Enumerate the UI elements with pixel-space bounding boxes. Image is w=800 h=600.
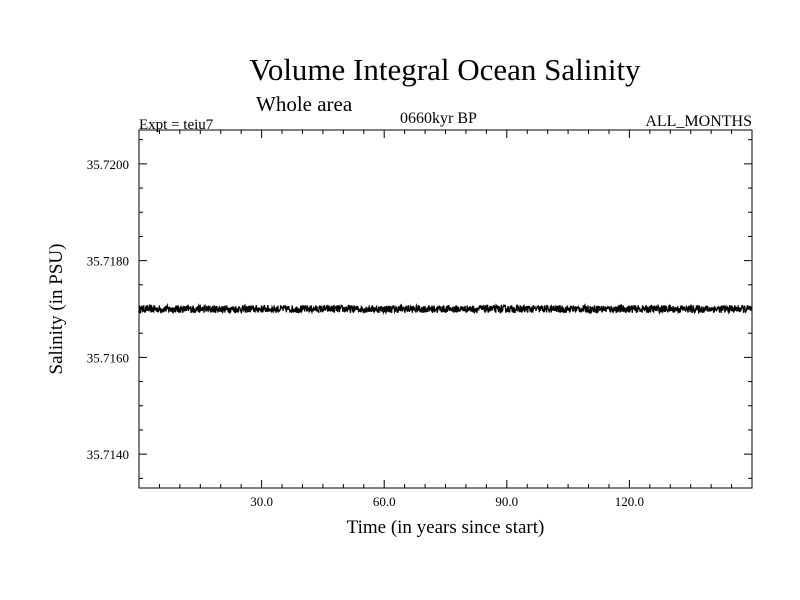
x-tick-label: 120.0 bbox=[615, 494, 644, 509]
y-tick-label: 35.7180 bbox=[87, 254, 129, 269]
x-tick-label: 60.0 bbox=[373, 494, 396, 509]
x-tick-label: 90.0 bbox=[495, 494, 518, 509]
salinity-series-line bbox=[138, 302, 753, 316]
months-label: ALL_MONTHS bbox=[645, 113, 752, 130]
chart-title: Volume Integral Ocean Salinity bbox=[249, 52, 641, 87]
ticks-layer: 30.0 60.0 90.0 120.0 35.7140 35.7160 35.7180 35… bbox=[87, 130, 752, 509]
plot-frame bbox=[138, 129, 753, 489]
x-axis-label: Time (in years since start) bbox=[347, 517, 545, 538]
period-label: 0660kyr BP bbox=[400, 110, 477, 127]
experiment-label: Expt = teiu7 bbox=[139, 117, 214, 133]
y-tick-label: 35.7160 bbox=[87, 350, 129, 365]
series-layer bbox=[138, 302, 753, 316]
x-tick-label: 30.0 bbox=[250, 494, 273, 509]
y-tick-label: 35.7200 bbox=[87, 157, 129, 172]
y-axis-label: Salinity (in PSU) bbox=[46, 244, 67, 375]
chart-subtitle: Whole area bbox=[256, 92, 353, 116]
y-tick-label: 35.7140 bbox=[87, 447, 129, 462]
